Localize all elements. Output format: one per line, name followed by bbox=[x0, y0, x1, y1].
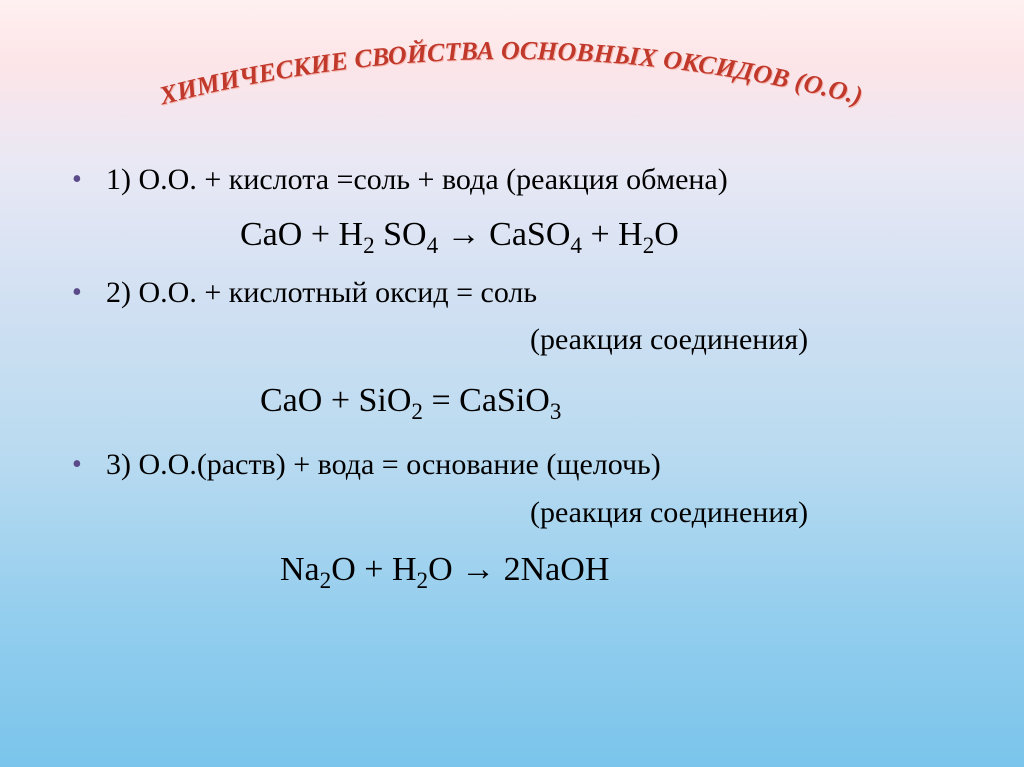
slide-body: • 1) О.О. + кислота =соль + вода (реакци… bbox=[60, 160, 964, 592]
bullet-icon: • bbox=[70, 445, 106, 484]
equation: Na2O + H2O → 2NaOH bbox=[280, 548, 964, 592]
body-text: 2) О.О. + кислотный оксид = соль bbox=[106, 273, 537, 314]
note-text: (реакция соединения) bbox=[70, 323, 964, 357]
bullet-icon: • bbox=[70, 273, 106, 312]
list-item: • 1) О.О. + кислота =соль + вода (реакци… bbox=[70, 160, 964, 201]
title-text: ХИМИЧЕСКИЕ СВОЙСТВА ОСНОВНЫХ ОКСИДОВ (О.… bbox=[156, 36, 866, 111]
title-arc-svg: ХИМИЧЕСКИЕ СВОЙСТВА ОСНОВНЫХ ОКСИДОВ (О.… bbox=[82, 30, 942, 130]
list-item: • 3) О.О.(раств) + вода = основание (щел… bbox=[70, 445, 964, 486]
note-text: (реакция соединения) bbox=[70, 496, 964, 530]
equation: CaO + SiO2 = CaSiO3 bbox=[260, 379, 964, 423]
slide: ХИМИЧЕСКИЕ СВОЙСТВА ОСНОВНЫХ ОКСИДОВ (О.… bbox=[0, 0, 1024, 767]
body-text: 1) О.О. + кислота =соль + вода (реакция … bbox=[106, 160, 728, 201]
body-text: 3) О.О.(раств) + вода = основание (щелоч… bbox=[106, 445, 661, 486]
list-item: • 2) О.О. + кислотный оксид = соль bbox=[70, 273, 964, 314]
bullet-icon: • bbox=[70, 160, 106, 199]
slide-title: ХИМИЧЕСКИЕ СВОЙСТВА ОСНОВНЫХ ОКСИДОВ (О.… bbox=[60, 30, 964, 120]
equation: CaO + H2 SO4 → CaSO4 + H2O bbox=[240, 213, 964, 257]
